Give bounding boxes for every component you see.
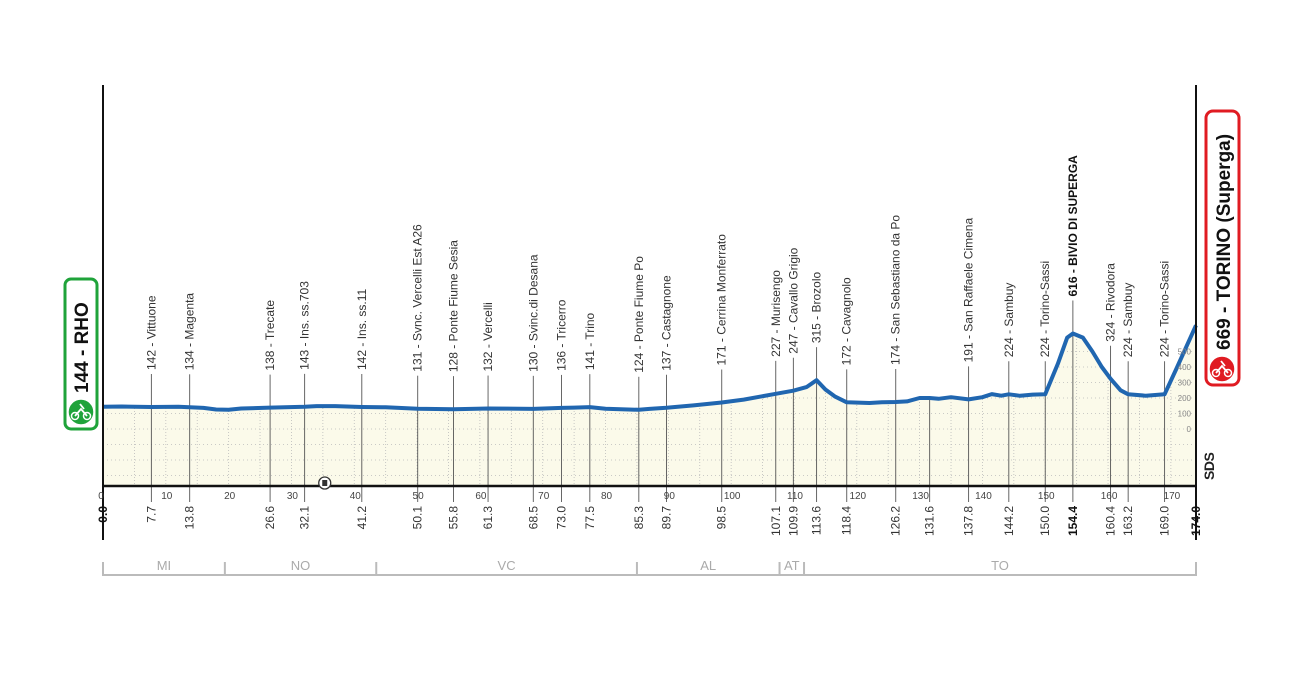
x-tick-label: 150 xyxy=(1038,491,1055,502)
waypoint-label: 130 - Svinc.di Desana xyxy=(526,254,540,372)
waypoint-km-label: 118.4 xyxy=(840,506,854,535)
waypoint-label: 172 - Cavagnolo xyxy=(840,277,854,365)
tunnel-icon-inner xyxy=(322,480,328,486)
x-tick-label: 80 xyxy=(601,491,613,502)
waypoint-label: 315 - Brozolo xyxy=(810,271,824,343)
waypoint-km-label: 73.0 xyxy=(555,506,569,530)
elevation-tick-label: 200 xyxy=(1178,394,1192,403)
waypoint-km-label: 163.2 xyxy=(1121,506,1135,536)
waypoint-km-label: 41.2 xyxy=(355,506,369,530)
start-badge: 144 - RHO xyxy=(63,277,99,431)
waypoint-km-label: 144.2 xyxy=(1002,506,1016,536)
waypoint-km-label: 55.8 xyxy=(447,506,461,530)
province-label: TO xyxy=(991,558,1009,573)
waypoint-label: 142 - Vittuone xyxy=(144,295,158,370)
waypoint-km-label: 131.6 xyxy=(923,506,937,536)
waypoint-km-label: 98.5 xyxy=(715,506,729,530)
elevation-tick-label: 100 xyxy=(1178,410,1192,419)
waypoint-km-label: 160.4 xyxy=(1104,506,1118,536)
elevation-tick-label: 0 xyxy=(1187,425,1192,434)
x-tick-label: 0 xyxy=(98,491,104,502)
cyclist-start-icon xyxy=(67,398,95,426)
x-tick-label: 130 xyxy=(912,491,929,502)
waypoint-label: 141 - Trino xyxy=(583,312,597,370)
province-label: AT xyxy=(784,558,800,573)
x-tick-label: 70 xyxy=(538,491,550,502)
waypoint-label: 247 - Cavallo Grigio xyxy=(786,247,800,353)
waypoint-label: 224 - Sambuy xyxy=(1002,283,1016,358)
province-label: AL xyxy=(700,558,716,573)
waypoint-km-label: 26.6 xyxy=(263,506,277,530)
waypoint-label: 224 - Torino-Sassi xyxy=(1158,261,1172,358)
waypoint-km-label: 113.6 xyxy=(810,506,824,535)
waypoint-label: 174 - San Sebastiano da Po xyxy=(889,215,903,365)
waypoint-km-label: 150.0 xyxy=(1038,506,1052,536)
waypoint-km-label: 169.0 xyxy=(1158,506,1172,536)
waypoint-km-label: 77.5 xyxy=(583,506,597,530)
profile-fill xyxy=(103,325,1196,486)
finish-label: 669 - TORINO (Superga) xyxy=(1214,134,1235,350)
x-tick-label: 120 xyxy=(849,491,866,502)
waypoint-label: 134 - Magenta xyxy=(183,293,197,371)
waypoint-label: 324 - Rivodora xyxy=(1104,263,1118,342)
waypoint-km-label: 13.8 xyxy=(183,506,197,530)
waypoint-label: 224 - Sambuy xyxy=(1121,283,1135,358)
waypoint-label: 137 - Castagnone xyxy=(659,275,673,371)
x-tick-label: 50 xyxy=(413,491,425,502)
waypoint-label: 142 - Ins. ss.11 xyxy=(355,289,369,370)
sds-logo: SDS xyxy=(1201,453,1217,480)
waypoint-km-label: 50.1 xyxy=(411,506,425,530)
province-label: VC xyxy=(498,558,516,573)
waypoint-km-label: 89.7 xyxy=(659,506,673,530)
waypoint-km-label: 109.9 xyxy=(786,506,800,536)
waypoint-label: 191 - San Raffaele Cimena xyxy=(962,218,976,363)
x-tick-label: 100 xyxy=(724,491,741,502)
waypoint-label: 124 - Ponte Fiume Po xyxy=(632,256,646,373)
elevation-tick-label: 300 xyxy=(1178,379,1192,388)
start-label: 144 - RHO xyxy=(72,302,93,393)
waypoint-label: 616 - BIVIO DI SUPERGA xyxy=(1066,155,1080,297)
waypoint-km-label: 154.4 xyxy=(1066,506,1080,536)
finish-badge: 669 - TORINO (Superga) xyxy=(1204,109,1241,387)
x-tick-label: 20 xyxy=(224,491,236,502)
waypoint-km-label: 32.1 xyxy=(298,506,312,530)
elevation-tick-label: 500 xyxy=(1178,348,1192,357)
cyclist-finish-icon xyxy=(1208,355,1236,383)
x-tick-label: 160 xyxy=(1101,491,1118,502)
waypoint-label: 132 - Vercelli xyxy=(481,302,495,371)
elevation-profile-line xyxy=(102,324,1198,412)
elevation-tick-label: 400 xyxy=(1178,363,1192,372)
waypoint-label: 138 - Trecate xyxy=(263,300,277,371)
waypoint-label: 136 - Tricerro xyxy=(555,299,569,371)
waypoint-label: 128 - Ponte Fiume Sesia xyxy=(447,240,461,372)
waypoint-label: 227 - Murisengo xyxy=(769,270,783,357)
waypoint-km-label: 85.3 xyxy=(632,506,646,530)
province-label: MI xyxy=(157,558,171,573)
x-tick-label: 30 xyxy=(287,491,299,502)
x-tick-label: 110 xyxy=(787,491,803,502)
x-tick-label: 170 xyxy=(1164,491,1181,502)
x-tick-label: 140 xyxy=(975,491,992,502)
x-tick-label: 40 xyxy=(350,491,362,502)
x-tick-label: 10 xyxy=(161,491,173,502)
waypoint-km-label: 68.5 xyxy=(526,506,540,530)
waypoint-label: 224 - Torino-Sassi xyxy=(1038,261,1052,358)
waypoint-label: 143 - Ins. ss.703 xyxy=(298,281,312,370)
waypoint-km-label: 61.3 xyxy=(481,506,495,530)
x-tick-label: 90 xyxy=(664,491,676,502)
waypoint-km-label: 137.8 xyxy=(962,506,976,536)
waypoint-label: 171 - Cerrina Monferrato xyxy=(715,234,729,366)
waypoint-km-label: 7.7 xyxy=(144,506,158,523)
province-label: NO xyxy=(291,558,311,573)
waypoint-label: 131 - Svnc. Vercelli Est A26 xyxy=(411,224,425,372)
waypoint-km-label: 107.1 xyxy=(769,506,783,536)
x-tick-label: 60 xyxy=(475,491,487,502)
waypoint-km-label: 126.2 xyxy=(889,506,903,536)
